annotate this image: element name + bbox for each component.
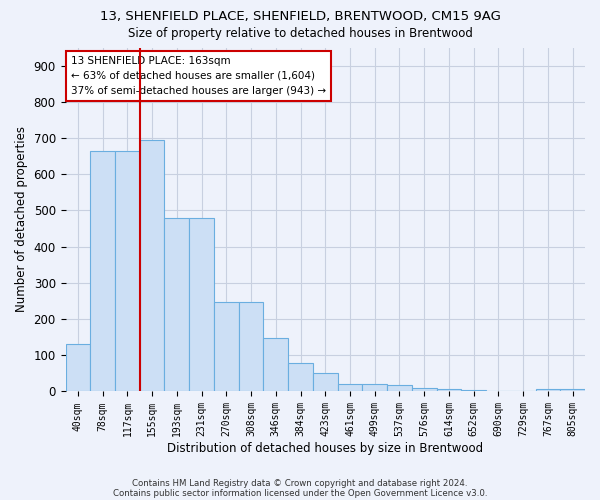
X-axis label: Distribution of detached houses by size in Brentwood: Distribution of detached houses by size … (167, 442, 484, 455)
Bar (164, 218, 189, 392)
Bar (338, 384, 362, 392)
Bar (313, 374, 338, 392)
Bar (263, 338, 288, 392)
Text: Size of property relative to detached houses in Brentwood: Size of property relative to detached ho… (128, 28, 472, 40)
Bar (239, 302, 263, 392)
Text: 13, SHENFIELD PLACE, SHENFIELD, BRENTWOOD, CM15 9AG: 13, SHENFIELD PLACE, SHENFIELD, BRENTWOO… (100, 10, 500, 23)
Text: 13 SHENFIELD PLACE: 163sqm
← 63% of detached houses are smaller (1,604)
37% of s: 13 SHENFIELD PLACE: 163sqm ← 63% of deta… (71, 56, 326, 96)
Bar (189, 218, 214, 392)
Bar (288, 362, 313, 392)
Bar (214, 302, 239, 392)
Bar (90, 150, 115, 392)
Bar (362, 384, 387, 392)
Bar (412, 388, 437, 392)
Bar (536, 389, 560, 392)
Text: Contains public sector information licensed under the Open Government Licence v3: Contains public sector information licen… (113, 488, 487, 498)
Bar (461, 390, 486, 392)
Bar (387, 386, 412, 392)
Bar (560, 389, 585, 392)
Bar (140, 140, 164, 392)
Y-axis label: Number of detached properties: Number of detached properties (15, 126, 28, 312)
Bar (65, 344, 90, 392)
Bar (115, 150, 140, 392)
Text: Contains HM Land Registry data © Crown copyright and database right 2024.: Contains HM Land Registry data © Crown c… (132, 478, 468, 488)
Bar (437, 389, 461, 392)
